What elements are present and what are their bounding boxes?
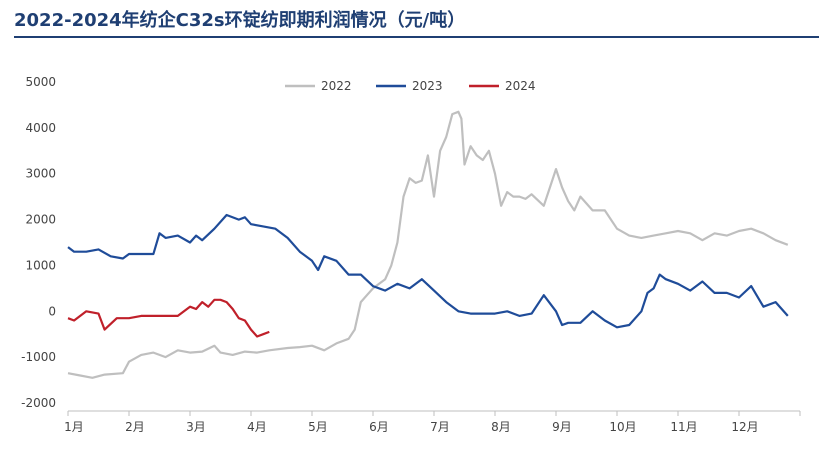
x-tick-label: 1月 [64, 420, 84, 434]
title-underline [14, 36, 819, 38]
chart-title: 2022-2024年纺企C32s环锭纺即期利润情况（元/吨） [14, 10, 466, 31]
series-lines [67, 110, 789, 379]
x-axis: 1月 2月 3月 4月 5月 6月 7月 8月 9月 10月 11月 12月 [64, 410, 801, 434]
x-tick-label: 10月 [609, 420, 636, 434]
series-line-2024 [67, 298, 270, 338]
x-tick-label: 6月 [369, 420, 389, 434]
x-tick-label: 8月 [491, 420, 511, 434]
series-line-2023 [67, 213, 789, 329]
x-tick-label: 7月 [430, 420, 450, 434]
x-tick-label: 11月 [670, 420, 697, 434]
legend-label-2022: 2022 [321, 79, 352, 93]
legend-label-2024: 2024 [505, 79, 536, 93]
y-tick-label: 0 [48, 304, 56, 318]
x-tick-label: 3月 [186, 420, 206, 434]
x-tick-label: 5月 [308, 420, 328, 434]
legend-label-2023: 2023 [412, 79, 443, 93]
legend: 2022 2023 2024 [285, 79, 536, 93]
y-tick-label: 3000 [25, 167, 56, 181]
y-tick-label: 2000 [25, 213, 56, 227]
y-tick-label: 4000 [25, 121, 56, 135]
y-tick-label: 1000 [25, 258, 56, 272]
x-tick-label: 4月 [247, 420, 267, 434]
y-tick-label: -1000 [21, 350, 56, 364]
y-tick-label: -2000 [21, 396, 56, 410]
x-tick-label: 12月 [731, 420, 758, 434]
x-tick-label: 9月 [552, 420, 572, 434]
x-tick-label: 2月 [125, 420, 145, 434]
series-line-2022 [67, 110, 789, 379]
y-axis-labels: -2000 -1000 0 1000 2000 3000 4000 5000 [21, 75, 56, 410]
y-tick-label: 5000 [25, 75, 56, 89]
